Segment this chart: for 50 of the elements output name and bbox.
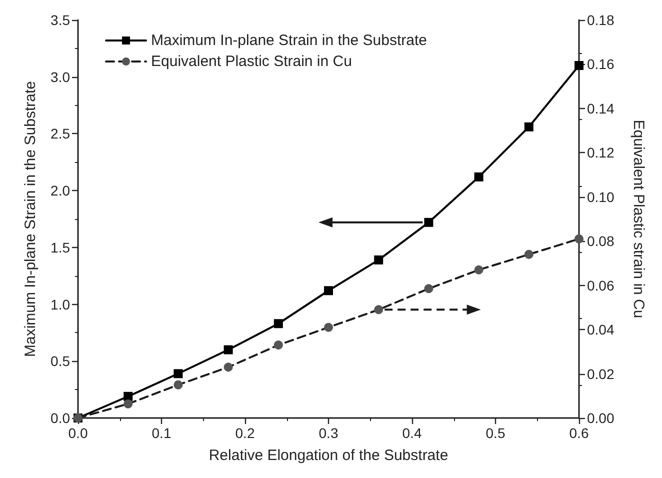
point [424,218,434,227]
y2-tick-label: 0.10 [587,188,614,205]
point [524,122,534,132]
x-tick-label: 0.6 [569,425,589,441]
y2-tick-label: 0.02 [587,366,614,382]
x-tick-label: 0.5 [486,425,506,441]
point [174,380,183,390]
y-tick-label: 2.0 [50,182,70,199]
point [124,392,133,401]
y2-tick-label: 0.08 [587,233,614,250]
x-tick-label: 0.0 [68,425,88,441]
point [274,340,283,350]
y2-tick-label: 0.16 [587,56,614,72]
point [374,305,384,314]
point [424,284,434,294]
y-tick-label: 0.5 [50,353,70,370]
x-tick-label: 0.2 [235,425,255,441]
point [324,286,333,296]
point [524,250,534,259]
y-tick-label: 0.0 [50,410,70,426]
y-tick-label: 2.5 [50,126,70,142]
point [574,60,584,70]
point [224,345,233,354]
x-tick-label: 0.3 [318,425,338,441]
x-tick-label: 0.1 [152,425,172,441]
y-tick-label: 3.5 [50,12,70,28]
point [374,255,384,264]
point [574,234,584,244]
legend-label: Maximum In-plane Strain in the Substrate [151,32,427,49]
y2-tick-label: 0.00 [587,410,614,426]
y2-tick-label: 0.14 [587,100,614,116]
legend-label: Equivalent Plastic Strain in Cu [151,53,352,70]
point [174,369,183,378]
y2-axis-title: Equivalent Plastic strain in Cu [630,120,647,318]
y-tick-label: 1.0 [50,296,70,312]
x-tick-label: 0.4 [402,425,422,441]
y2-tick-label: 0.12 [587,144,614,161]
y2-tick-label: 0.04 [587,322,614,338]
y-tick-label: 3.0 [50,68,70,85]
y-tick-label: 1.5 [50,239,70,256]
point [474,172,484,182]
y2-tick-label: 0.06 [587,277,614,294]
x-axis-title: Relative Elongation of the Substrate [208,447,448,464]
point [124,399,133,408]
y-axis-title: Maximum In-plane Strain in the Substrate [22,81,39,357]
point [324,322,333,332]
point [274,319,283,328]
point [224,362,233,372]
point [474,265,484,274]
y2-tick-label: 0.18 [587,12,614,28]
